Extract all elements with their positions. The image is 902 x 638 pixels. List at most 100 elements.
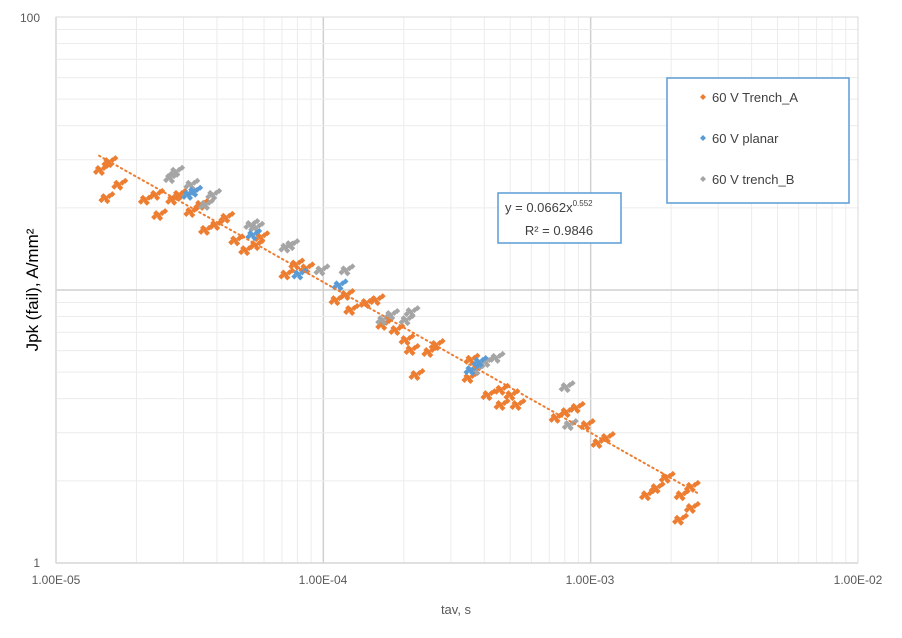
point-marker xyxy=(98,170,105,177)
point-marker xyxy=(229,210,236,217)
series-60-v-trench_b xyxy=(163,164,579,432)
legend: 60 V Trench_A 60 V planar 60 V trench_B xyxy=(666,77,850,204)
data-point xyxy=(383,307,401,321)
legend-marker-diamond-icon xyxy=(700,176,706,182)
point-marker xyxy=(564,387,571,394)
point-marker xyxy=(596,443,603,450)
point-marker xyxy=(404,320,411,327)
data-point xyxy=(408,368,426,382)
trendline-equation: y = 0.0662x0.552 xyxy=(505,199,593,215)
point-marker xyxy=(254,218,261,225)
data-point xyxy=(638,488,656,502)
point-marker xyxy=(504,398,511,405)
data-point xyxy=(471,354,489,368)
point-marker xyxy=(113,179,120,186)
point-marker xyxy=(419,368,426,375)
point-marker xyxy=(285,240,292,247)
point-marker xyxy=(280,269,287,276)
point-marker xyxy=(349,263,356,270)
legend-item: 60 V planar xyxy=(700,131,779,146)
point-marker xyxy=(293,269,300,276)
y-tick-labels: 1 100 xyxy=(20,11,40,570)
point-marker xyxy=(211,194,218,201)
data-point xyxy=(671,512,689,526)
point-marker xyxy=(259,237,266,244)
point-marker xyxy=(381,324,388,331)
point-marker xyxy=(467,378,474,385)
legend-marker-diamond-icon xyxy=(700,135,706,141)
point-marker xyxy=(204,229,211,236)
point-marker xyxy=(659,481,666,488)
point-marker xyxy=(251,235,258,242)
legend-label: 60 V Trench_A xyxy=(712,90,798,105)
point-marker xyxy=(685,503,692,510)
point-marker xyxy=(394,307,401,314)
point-marker xyxy=(560,407,567,414)
data-point xyxy=(568,400,586,414)
point-marker xyxy=(474,352,481,359)
x-tick-label: 1.00E-05 xyxy=(32,573,81,587)
data-point xyxy=(503,388,521,402)
trendline-equation-box: y = 0.0662x0.552 R² = 0.9846 xyxy=(497,192,622,244)
point-marker xyxy=(309,261,316,268)
x-tick-label: 1.00E-04 xyxy=(299,573,348,587)
y-tick-label: 1 xyxy=(33,556,40,570)
point-marker xyxy=(520,398,527,405)
point-marker xyxy=(370,295,377,302)
point-marker xyxy=(187,194,194,201)
data-point xyxy=(488,350,506,364)
data-point xyxy=(291,267,309,281)
data-point xyxy=(313,263,331,277)
point-marker xyxy=(584,425,591,432)
point-marker xyxy=(675,490,682,497)
data-point xyxy=(421,344,439,358)
data-point xyxy=(648,481,666,495)
point-marker xyxy=(210,220,217,227)
point-marker xyxy=(169,178,176,185)
data-point xyxy=(148,187,166,201)
point-marker xyxy=(154,194,161,201)
point-marker xyxy=(319,270,326,277)
point-marker xyxy=(499,389,506,396)
x-tick-labels: 1.00E-05 1.00E-04 1.00E-03 1.00E-02 xyxy=(32,573,883,587)
point-marker xyxy=(469,370,476,377)
x-tick-label: 1.00E-02 xyxy=(834,573,883,587)
point-marker xyxy=(349,287,356,294)
point-marker xyxy=(157,215,164,222)
point-marker xyxy=(143,199,150,206)
point-marker xyxy=(214,225,221,232)
point-marker xyxy=(139,194,146,201)
point-marker xyxy=(550,412,557,419)
point-marker xyxy=(679,495,686,502)
data-points xyxy=(92,155,701,526)
r-squared: R² = 0.9846 xyxy=(525,223,593,238)
point-marker xyxy=(592,438,599,445)
point-marker xyxy=(589,418,596,425)
point-marker xyxy=(494,357,501,364)
data-point xyxy=(92,163,110,177)
point-marker xyxy=(511,400,518,407)
point-marker xyxy=(254,245,261,252)
point-marker xyxy=(394,329,401,336)
point-marker xyxy=(650,483,657,490)
point-marker xyxy=(570,402,577,409)
point-marker xyxy=(505,390,512,397)
point-marker xyxy=(579,400,586,407)
point-marker xyxy=(374,300,381,307)
point-marker xyxy=(414,342,421,349)
data-point xyxy=(338,287,356,301)
point-marker xyxy=(694,479,701,486)
point-marker xyxy=(337,285,344,292)
point-marker xyxy=(185,179,192,186)
point-marker xyxy=(563,420,570,427)
point-marker xyxy=(174,171,181,178)
point-marker xyxy=(609,430,616,437)
data-point xyxy=(168,164,186,178)
equation-text: y = 0.0662x xyxy=(505,200,573,215)
data-point xyxy=(205,187,223,201)
data-point xyxy=(228,233,246,247)
point-marker xyxy=(244,250,251,257)
data-point xyxy=(218,210,236,224)
point-marker xyxy=(297,274,304,281)
point-marker xyxy=(465,354,472,361)
